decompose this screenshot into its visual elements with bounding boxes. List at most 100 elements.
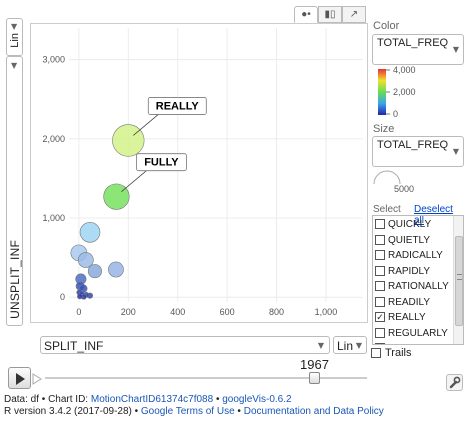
select-item-checkbox[interactable] [375,296,385,307]
play-button[interactable] [8,367,31,389]
bubble-label-box [136,153,187,172]
size-label: Size [373,123,395,135]
select-item-label: RAPIDLY [388,265,431,277]
select-item-label: RIGHTLY [388,341,431,344]
select-item-checkbox[interactable] [375,343,385,344]
x-metric-value: SPLIT_INF [44,339,104,353]
select-item-checkbox[interactable] [375,250,385,260]
x-metric-dropdown[interactable]: SPLIT_INF ▼ [40,336,330,354]
label-leader-line [121,170,147,192]
select-item[interactable]: QUICKLY [373,217,453,233]
trails-checkbox[interactable] [371,348,381,358]
y-scale-value: Lin [9,33,21,48]
select-scrollbar[interactable] [453,216,463,344]
y-metric-dropdown[interactable]: ▼ UNSPLIT_INF [6,56,23,326]
select-item[interactable]: READILY [373,295,453,311]
timeline-slider-handle[interactable] [309,372,320,384]
select-item[interactable]: REGULARLY [373,326,453,342]
select-item[interactable]: QUIETLY [373,233,453,249]
dropdown-arrow-icon: ▼ [452,147,459,156]
select-item-checkbox[interactable] [375,265,385,276]
y-scale-dropdown[interactable]: ▼ Lin [6,18,23,56]
color-legend-mid: 2,000 [393,87,416,97]
x-tick-label: 1,000 [315,307,338,317]
x-tick-label: 600 [220,307,235,317]
plot-area[interactable]: 0 200 400 600 800 1,000 0 1,000 2,000 3,000 REALLY… [30,23,368,323]
data-bubble [103,183,130,210]
data-bubble [77,252,94,268]
deselect-all-link[interactable]: Deselect all [414,204,453,226]
dropdown-arrow-icon: ▼ [317,341,324,350]
footer-separator: • [234,406,244,417]
timeline-track[interactable] [45,377,367,379]
select-item-label: RADICALLY [388,250,443,261]
color-gradient-bar [378,69,390,115]
data-bubble [112,124,145,157]
dropdown-arrow-icon: ▼ [355,341,362,350]
trails-toggle[interactable]: Trails [371,347,431,361]
trails-label: Trails [385,347,412,359]
tab-bubble-chart[interactable]: ●• [294,6,318,23]
speed-control-icon[interactable] [32,373,42,385]
select-item-checkbox[interactable] [375,327,385,338]
x-scale-value: Lin [337,339,354,353]
select-item-checkbox[interactable] [375,219,385,229]
select-item[interactable]: RIGHTLY [373,341,453,344]
data-bubble [77,293,83,300]
color-legend-max: 4,000 [393,65,416,75]
size-metric-dropdown[interactable]: TOTAL_FREQ ▼ [372,136,464,167]
tab-bar-chart[interactable]: ▮▯ [318,6,342,23]
select-item[interactable]: RADICALLY [373,248,453,264]
data-bubble [87,264,102,279]
select-item[interactable]: RATIONALLY [373,279,453,295]
color-legend: 4,000 2,000 0 [376,65,456,120]
select-list[interactable]: QUICKLY QUIETLY RADICALLY RAPIDLY RATIONALLY… [372,215,464,345]
select-item-label: QUICKLY [388,219,432,230]
select-item-label: RATIONALLY [388,281,449,292]
tab-line-chart[interactable]: ↗ [342,6,366,23]
current-year-label: 1967 [300,357,329,372]
y-tick-label: 0 [60,292,65,302]
y-tick-label: 3,000 [42,55,65,65]
select-item-checkbox[interactable]: ✓ [375,312,385,322]
x-tick-label: 0 [76,307,81,317]
select-item-checkbox[interactable] [375,281,385,291]
color-metric-dropdown[interactable]: TOTAL_FREQ ▼ [372,34,464,65]
color-metric-value: TOTAL_FREQ [377,37,449,49]
select-item[interactable]: RAPIDLY [373,264,453,280]
settings-button[interactable] [446,374,463,391]
size-legend-value: 5000 [394,184,415,194]
y-tick-label: 1,000 [42,213,65,223]
dropdown-arrow-icon: ▼ [452,45,459,54]
x-scale-dropdown[interactable]: Lin ▼ [333,336,367,354]
select-item[interactable]: ✓ REALLY [373,310,453,326]
footer: Data: df • Chart ID: MotionChartID61374c… [4,394,474,418]
googlevis-version-link[interactable]: googleVis-0.6.2 [222,394,292,405]
select-item-label: REGULARLY [388,327,448,339]
bubble-label: FULLY [144,157,179,169]
bubble-label: REALLY [156,100,200,112]
select-item-label: REALLY [388,312,426,323]
color-legend-min: 0 [393,109,399,119]
terms-of-use-link[interactable]: Google Terms of Use [140,406,235,417]
size-metric-value: TOTAL_FREQ [377,139,449,151]
select-item-label: QUIETLY [388,234,431,246]
select-header: Select Deselect all [372,203,464,226]
data-policy-link[interactable]: Documentation and Data Policy [243,406,384,417]
footer-line-2: R version 3.4.2 (2017-09-28) • Google Te… [4,406,474,418]
play-icon [16,373,25,385]
bubble-chart-icon: ●• [301,9,311,20]
data-bubble [108,261,124,278]
select-scrollbar-thumb[interactable] [455,236,463,326]
footer-separator: • [213,394,223,405]
bar-chart-icon: ▮▯ [324,9,336,20]
footer-r-version-text: R version 3.4.2 (2017-09-28) • [4,406,141,417]
dropdown-arrow-icon: ▼ [11,61,18,70]
dropdown-arrow-icon: ▼ [11,22,18,31]
select-item-checkbox[interactable] [375,234,385,245]
chart-id-link[interactable]: MotionChartID61374c7f088 [90,394,214,405]
line-chart-icon: ↗ [349,9,359,20]
bubble-chart: 0 200 400 600 800 1,000 0 1,000 2,000 3,000 REALLY… [42,28,363,317]
wrench-icon [449,376,461,389]
data-bubble [79,222,101,243]
